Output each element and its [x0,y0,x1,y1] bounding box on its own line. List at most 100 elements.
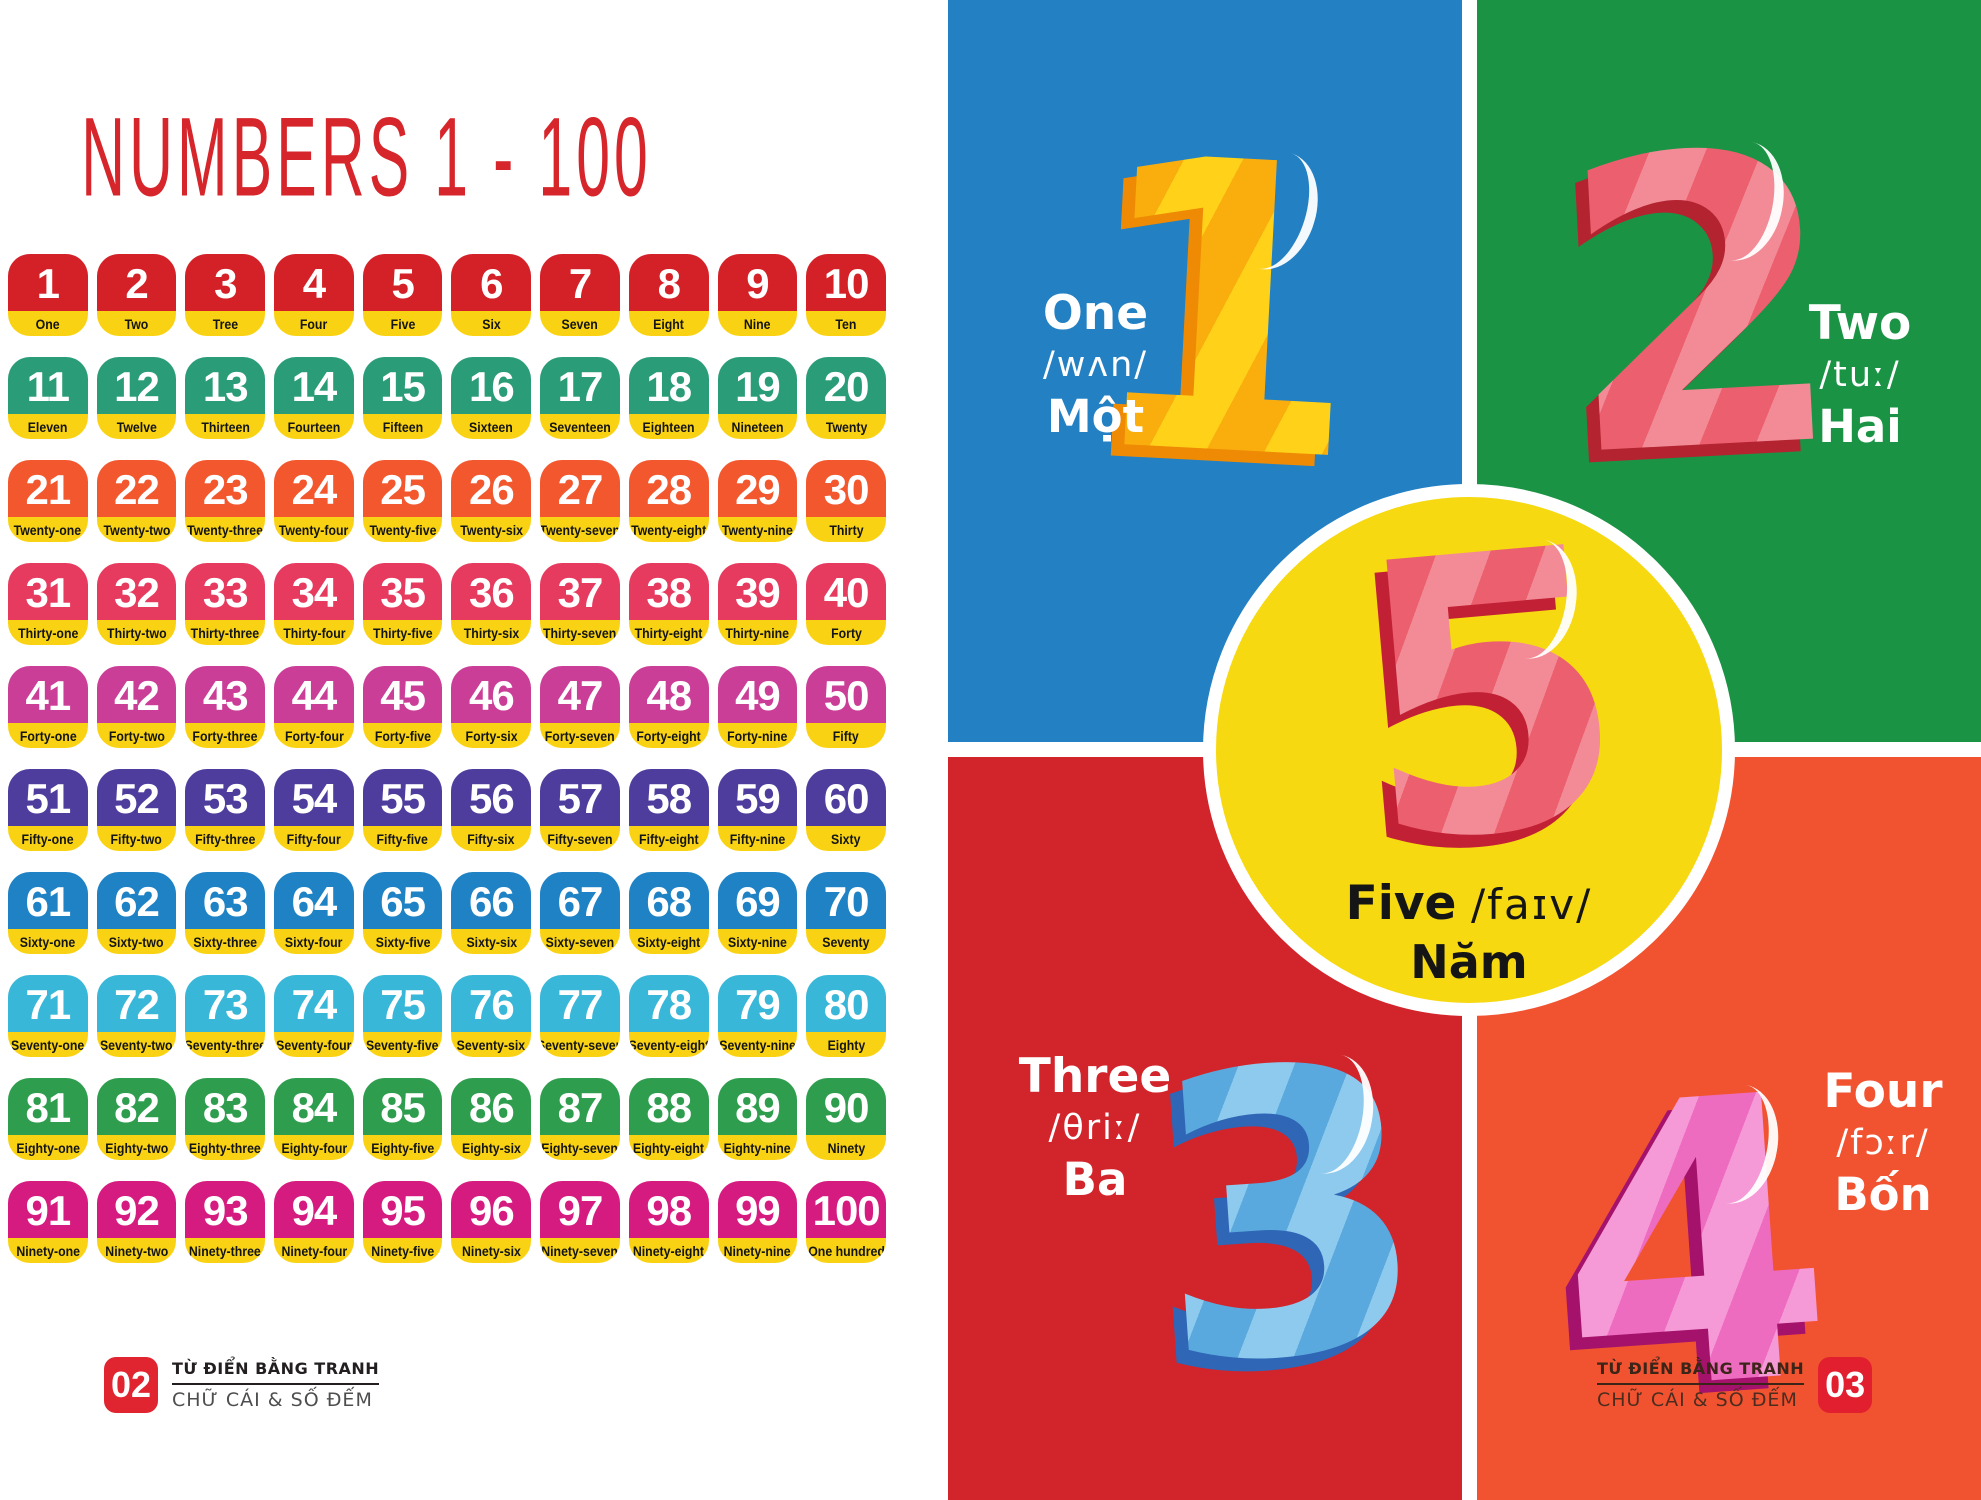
ipa-pronunciation: /tuː/ [1819,355,1901,395]
number-tile: 97 Ninety-seven [540,1181,620,1263]
tile-word-strip: Forty-seven [540,723,620,748]
tile-word-strip: Thirty-three [185,620,266,645]
tile-number-area: 48 [628,666,709,723]
number-tile: 58 Fifty-eight [628,769,709,851]
tile-number-area: 56 [451,769,532,826]
tile-word: Thirty-six [463,624,520,641]
tile-number: 56 [468,774,515,822]
vietnamese-word: Ba [1062,1153,1128,1206]
number-tile: 87 Eighty-seven [540,1078,620,1160]
tile-word-strip: Forty-five [362,723,443,748]
tile-word: Twenty-two [103,521,170,538]
tile-word-strip: Fifty-six [451,826,532,851]
number-tile: 94 Ninety-four [274,1181,354,1263]
tile-number: 99 [735,1186,781,1234]
tile-number-area: 77 [540,975,620,1032]
tile-word-strip: Seventy-seven [540,1032,620,1057]
number-tile: 33 Thirty-three [185,563,266,645]
tile-word-strip: Seventeen [540,414,620,439]
tile-number-area: 8 [628,254,709,311]
number-tile: 15 Fifteen [362,357,443,439]
number-tile: 76 Seventy-six [451,975,532,1057]
tile-number-area: 31 [8,563,88,620]
numbers-grid: 1 One 2 Two 3 Tree 4 Four [8,254,886,1263]
number-tile: 60 Sixty [806,769,886,851]
number-tile: 38 Thirty-eight [628,563,709,645]
number-tile: 2 Two [96,254,177,336]
number-tile: 68 Sixty-eight [628,872,709,954]
ipa-pronunciation: /faɪv/ [1471,880,1593,929]
tile-word: Forty-three [192,727,258,744]
tile-word: Forty [830,624,862,641]
tile-word-strip: Twenty-seven [540,517,620,542]
tile-number-area: 7 [540,254,620,311]
number-tile: 56 Fifty-six [451,769,532,851]
tile-number-area: 19 [717,357,798,414]
tile-number-area: 21 [8,460,88,517]
tile-word-strip: Fifty-nine [717,826,798,851]
number-tile: 89 Eighty-nine [717,1078,798,1160]
tile-number-area: 42 [96,666,177,723]
number-tile: 67 Sixty-seven [540,872,620,954]
number-tile: 49 Forty-nine [717,666,798,748]
tile-word: Thirteen [200,418,250,435]
tile-word: Forty-five [374,727,431,744]
tile-word: Six [482,315,501,332]
tile-number: 41 [25,671,71,719]
vietnamese-word: Hai [1818,400,1902,453]
tile-word: Eighty-seven [541,1139,619,1156]
tile-word: Fifty-six [467,830,515,847]
tile-number-area: 52 [96,769,177,826]
tile-word-strip: Seventy [806,929,886,954]
tile-word-strip: Thirty [806,517,886,542]
big-numeral-2: 2 2 [1538,67,1853,559]
ipa-pronunciation: /fɔːr/ [1836,1123,1930,1163]
tile-word: Eighty-nine [723,1139,791,1156]
tile-number-area: 99 [717,1181,798,1238]
tile-number-area: 59 [717,769,798,826]
tile-word: Ninety-seven [541,1242,619,1259]
number-tile: 19 Nineteen [717,357,798,439]
tile-number: 77 [557,980,604,1028]
tile-word-strip: Sixty-six [451,929,532,954]
number-tile: 1 One [8,254,88,336]
vietnamese-word: Bốn [1834,1168,1932,1221]
tile-number: 8 [657,259,681,307]
number-tile: 20 Twenty [806,357,886,439]
tile-word-strip: Seventy-three [185,1032,266,1057]
number-tile: 39 Thirty-nine [717,563,798,645]
tile-word-strip: One [8,311,88,336]
number-tile: 8 Eight [628,254,709,336]
number-tile: 22 Twenty-two [96,460,177,542]
tile-number-area: 41 [8,666,88,723]
tile-number-area: 17 [540,357,620,414]
tile-number: 43 [202,671,249,719]
tile-word-strip: Thirty-six [451,620,532,645]
tile-number-area: 91 [8,1181,88,1238]
tile-number-area: 76 [451,975,532,1032]
tile-number-area: 51 [8,769,88,826]
number-tile: 44 Forty-four [274,666,354,748]
tile-number: 64 [291,877,338,925]
tile-word: Seventy-eight [628,1036,709,1053]
tile-number-area: 49 [717,666,798,723]
vietnamese-word: Một [1046,390,1145,443]
tile-number: 53 [202,774,249,822]
tile-number: 98 [646,1186,692,1234]
tile-number: 57 [557,774,604,822]
tile-number: 7 [568,259,592,307]
tile-number-area: 86 [451,1078,532,1135]
number-tile: 10 Ten [806,254,886,336]
tile-number: 44 [291,671,338,719]
tile-word-strip: Nineteen [717,414,798,439]
tile-word: Forty-eight [636,727,701,744]
tile-word: Tree [212,315,238,332]
tile-word: Seventy-two [100,1036,173,1053]
tile-number: 96 [468,1186,515,1234]
number-tile: 82 Eighty-two [96,1078,177,1160]
english-word: Three [1018,1049,1172,1104]
tile-number-area: 65 [362,872,443,929]
number-tile: 27 Twenty-seven [540,460,620,542]
tile-number: 94 [291,1186,338,1234]
tile-word: Fifty-two [110,830,163,847]
